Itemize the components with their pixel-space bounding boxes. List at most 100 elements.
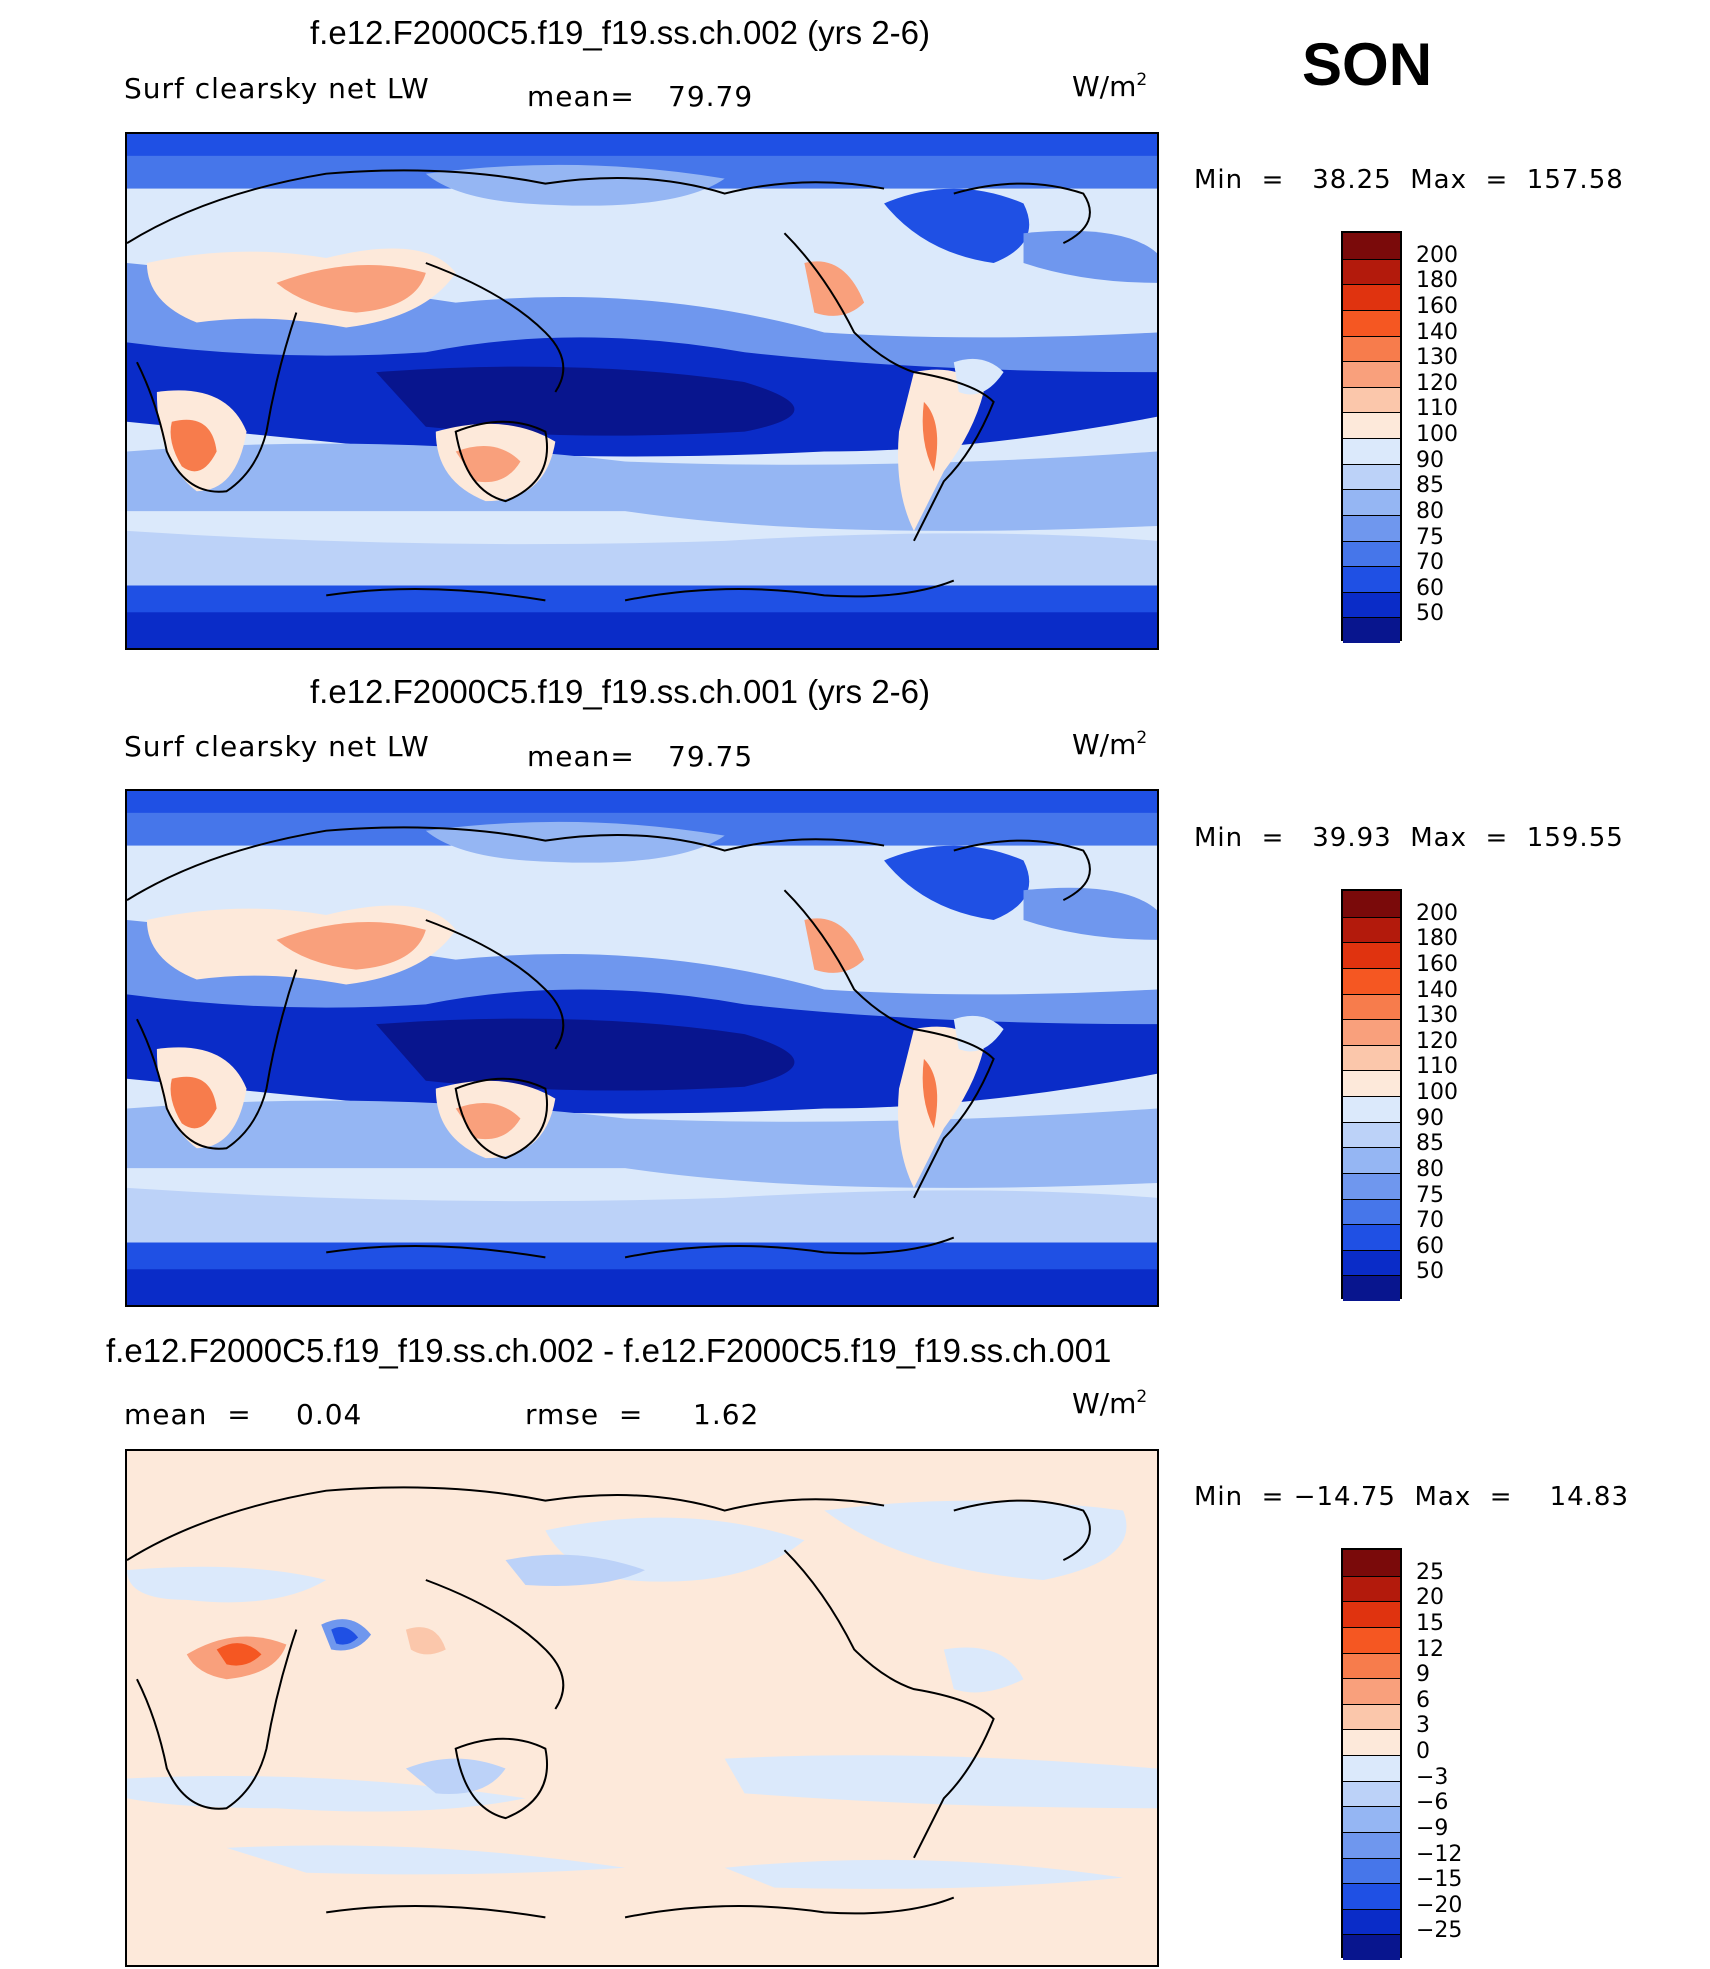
panel1-colorbar-tick-label: 75 [1416,524,1444,550]
panel2-colorbar-tick-label: 60 [1416,1233,1444,1259]
panel2-colorbar-cell [1343,1070,1400,1096]
panel2-colorbar-tick-label: 140 [1416,977,1458,1003]
panel3-colorbar-tick-label: 6 [1416,1687,1430,1713]
panel1-mean-value: 79.79 [668,80,754,113]
panel2-colorbar-tick-label: 200 [1416,900,1458,926]
panel1-colorbar-cell [1343,233,1400,259]
panel1-colorbar-cell [1343,617,1400,643]
panel3-colorbar-tick-label: −6 [1416,1790,1449,1816]
panel1-colorbar-cell [1343,412,1400,438]
panel3-rmse-label: rmse = [525,1398,644,1431]
panel1-colorbar-tick-label: 50 [1416,601,1444,627]
panel2-colorbar-cell [1343,1172,1400,1199]
panel2-colorbar-tick-label: 120 [1416,1028,1458,1054]
season-label: SON [1302,31,1433,98]
panel1-colorbar-tick-label: 120 [1416,370,1458,396]
panel3-colorbar-cell [1343,1550,1400,1576]
panel3-colorbar-cell [1343,1703,1400,1730]
panel2-colorbar-cell [1343,993,1400,1020]
panel2-map-field [127,791,1157,1305]
panel3-colorbar-cell [1343,1575,1400,1602]
panel3-colorbar-tick-label: 9 [1416,1662,1430,1688]
panel1-colorbar-cell [1343,361,1400,387]
panel3-title: f.e12.F2000C5.f19_f19.ss.ch.002 - f.e12.… [106,1332,1112,1369]
panel2-minmax: Min = 39.93 Max = 159.55 [1194,823,1624,853]
panel2-units: W/m2 [1072,728,1148,761]
panel1-map [125,132,1159,650]
panel1-title: f.e12.F2000C5.f19_f19.ss.ch.002 (yrs 2-6… [310,14,931,51]
panel3-colorbar-cell [1343,1780,1400,1807]
panel3-colorbar-tick-label: 0 [1416,1739,1430,1764]
panel3-colorbar-cell [1343,1831,1400,1858]
panel3-colorbar-cell [1343,1755,1400,1781]
panel1-colorbar-tick-label: 200 [1416,242,1458,268]
panel3-colorbar-tick-label: −9 [1416,1815,1449,1841]
panel2-mean-value: 79.75 [668,740,754,773]
panel3-colorbar [1341,1548,1402,1960]
panel3-colorbar-cell [1343,1908,1400,1935]
panel2-colorbar-tick-label: 130 [1416,1003,1458,1029]
panel1-map-field [127,134,1157,648]
panel3-colorbar-cell [1343,1857,1400,1884]
panel3-map [125,1449,1159,1967]
panel3-rmse-value: 1.62 [693,1398,760,1431]
panel1-colorbar-tick-label: 90 [1416,447,1444,473]
panel1-colorbar-tick-label: 140 [1416,319,1458,345]
panel2-colorbar-tick-label: 110 [1416,1054,1458,1080]
panel2-map [125,789,1159,1307]
panel1-minmax: Min = 38.25 Max = 157.58 [1194,165,1624,195]
panel1-variable: Surf clearsky net LW [124,72,430,105]
panel2-colorbar-tick-label: 75 [1416,1182,1444,1208]
panel2-title: f.e12.F2000C5.f19_f19.ss.ch.001 (yrs 2-6… [310,673,931,710]
panel3-minmax: Min = −14.75 Max = 14.83 [1194,1482,1630,1512]
panel3-colorbar-tick-label: −25 [1416,1918,1463,1944]
panel1-colorbar-cell [1343,284,1400,310]
panel2-variable: Surf clearsky net LW [124,730,430,763]
panel1-colorbar-tick-label: 85 [1416,473,1444,499]
panel1-colorbar-cell [1343,258,1400,285]
panel1-colorbar-cell [1343,566,1400,592]
panel1-colorbar-cell [1343,438,1400,464]
panel1-colorbar-cell [1343,591,1400,618]
panel3-mean-value: 0.04 [296,1398,363,1431]
panel1-colorbar [1341,231,1402,643]
panel2-colorbar-cell [1343,967,1400,994]
panel2-colorbar-cell [1343,1249,1400,1276]
panel1-colorbar-tick-label: 70 [1416,550,1444,576]
panel2-colorbar-cell [1343,1044,1400,1071]
panel3-colorbar-tick-label: −20 [1416,1892,1463,1918]
panel1-colorbar-tick-label: 80 [1416,498,1444,524]
panel3-colorbar-cell [1343,1652,1400,1679]
panel1-colorbar-tick-label: 100 [1416,422,1458,447]
panel1-colorbar-tick-label: 110 [1416,396,1458,422]
panel1-colorbar-cell [1343,309,1400,336]
panel2-colorbar-tick-label: 50 [1416,1259,1444,1285]
panel2-colorbar-tick-label: 90 [1416,1105,1444,1131]
panel3-colorbar-cell [1343,1626,1400,1653]
panel1-colorbar-cell [1343,463,1400,490]
panel3-colorbar-tick-label: 25 [1416,1559,1444,1585]
panel2-colorbar [1341,889,1402,1301]
panel1-colorbar-cell [1343,386,1400,413]
panel1-mean-label: mean= [527,80,635,113]
panel3-colorbar-tick-label: 20 [1416,1585,1444,1611]
panel1-colorbar-cell [1343,489,1400,515]
panel3-colorbar-tick-label: 12 [1416,1636,1444,1662]
panel2-colorbar-tick-label: 100 [1416,1080,1458,1105]
panel1-units: W/m2 [1072,70,1148,103]
panel1-colorbar-tick-label: 160 [1416,293,1458,319]
panel1-colorbar-cell [1343,335,1400,362]
panel3-colorbar-tick-label: −12 [1416,1841,1463,1867]
panel2-colorbar-tick-label: 70 [1416,1208,1444,1234]
panel3-colorbar-tick-label: 3 [1416,1713,1430,1739]
panel1-colorbar-cell [1343,514,1400,541]
panel3-colorbar-tick-label: −3 [1416,1764,1449,1790]
panel2-colorbar-cell [1343,1147,1400,1173]
panel2-colorbar-cell [1343,1224,1400,1250]
panel2-colorbar-cell [1343,1096,1400,1122]
panel3-map-field [127,1451,1157,1965]
panel3-mean-label: mean = [124,1398,252,1431]
panel3-units: W/m2 [1072,1387,1148,1420]
panel3-colorbar-cell [1343,1678,1400,1704]
panel2-colorbar-cell [1343,891,1400,917]
